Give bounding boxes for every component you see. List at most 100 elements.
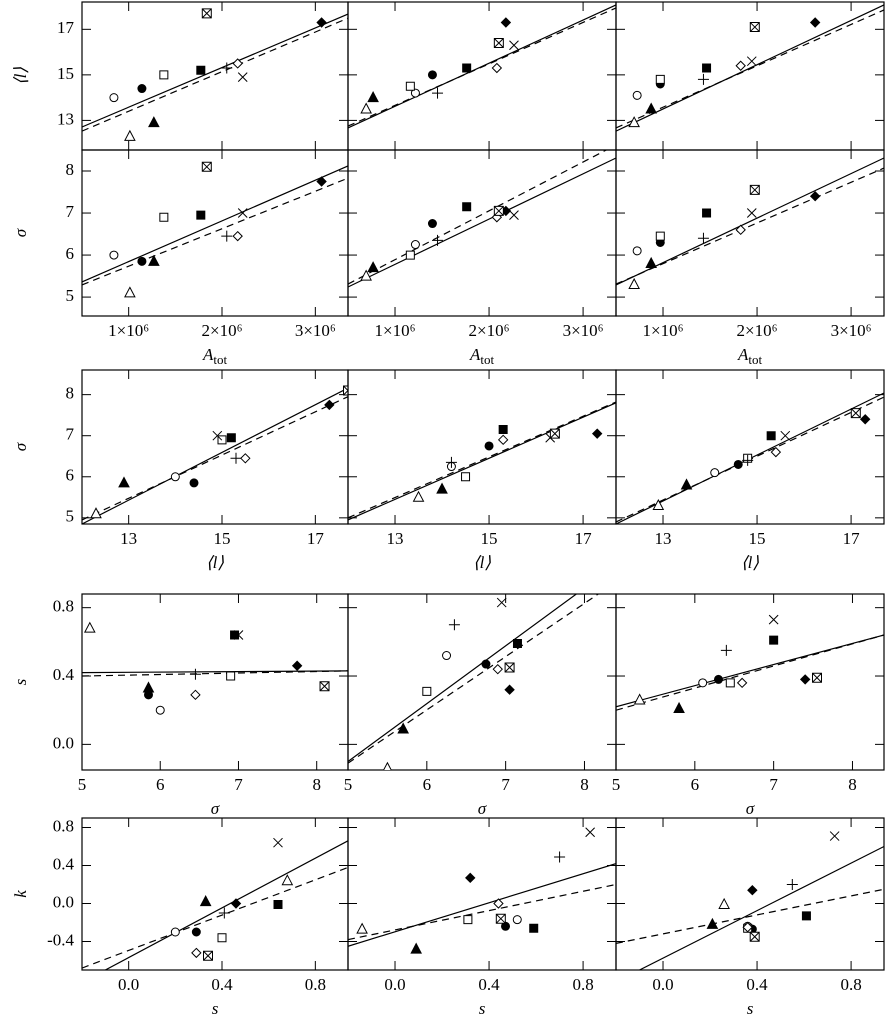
x-axis-label: s [212, 999, 219, 1018]
x-tick-label: 1×10⁶ [108, 321, 149, 340]
y-axis-label: k [11, 890, 30, 898]
fit-line [616, 634, 884, 708]
marker [462, 63, 472, 73]
marker [432, 234, 444, 246]
axes-frame [347, 369, 617, 525]
panel: 0.0 0.4 0.8 -0.4 0.0 0.4 0.8 k s [11, 816, 349, 1018]
marker [448, 619, 460, 631]
fit-line [348, 157, 616, 288]
marker [749, 184, 760, 195]
panel: 13 15 17 ⟨l⟩ [347, 369, 617, 572]
marker [809, 191, 821, 202]
x-axis-label: Atot [469, 345, 495, 367]
y-tick-label: 6 [66, 244, 75, 263]
fit-line [348, 883, 616, 941]
marker [780, 430, 791, 441]
marker [221, 62, 233, 74]
marker [240, 453, 251, 464]
fit-line [348, 402, 616, 521]
x-tick-label: 15 [481, 529, 498, 548]
y-tick-label: 13 [57, 109, 74, 128]
plot-area [82, 837, 348, 970]
marker [124, 286, 136, 298]
x-axis-label-main: A [202, 345, 214, 364]
marker [652, 498, 665, 511]
marker [493, 205, 504, 216]
marker [397, 722, 410, 734]
marker [859, 414, 871, 425]
marker [632, 246, 642, 256]
marker [718, 897, 730, 909]
x-tick-label: 1×10⁶ [375, 321, 416, 340]
marker [218, 907, 230, 919]
marker [383, 761, 392, 770]
marker [713, 674, 723, 684]
marker [427, 70, 437, 80]
marker [189, 668, 201, 680]
marker [324, 399, 335, 411]
fit-line [348, 401, 616, 519]
marker [749, 931, 760, 942]
marker [412, 490, 425, 502]
x-tick-label: 0.0 [118, 975, 139, 994]
marker [226, 433, 236, 443]
marker [226, 671, 236, 681]
panel: 0.0 0.4 0.8 s [347, 817, 617, 1018]
marker [697, 232, 709, 244]
marker [497, 434, 509, 446]
marker [191, 947, 202, 959]
marker [628, 116, 640, 128]
x-axis-label: ⟨l⟩ [206, 553, 224, 572]
panel: 1×10⁶ 2×10⁶ 3×10⁶ Atot [615, 149, 885, 367]
axes-frame [615, 817, 885, 971]
marker [504, 662, 515, 673]
marker [493, 37, 504, 48]
marker [233, 630, 244, 640]
fit-line [82, 165, 348, 283]
y-tick-label: 0.4 [53, 854, 75, 873]
marker [710, 468, 720, 478]
x-axis-label: Atot [202, 345, 228, 367]
marker [462, 202, 472, 212]
marker [203, 950, 213, 961]
plot-area [616, 831, 884, 970]
x-tick-label: 2×10⁶ [469, 321, 510, 340]
marker [212, 430, 223, 441]
marker [360, 102, 372, 114]
marker [735, 60, 746, 71]
marker [189, 478, 199, 488]
fit-line [82, 670, 348, 677]
panel [347, 1, 617, 151]
axes-frame [81, 149, 349, 317]
x-tick-label: 1×10⁶ [643, 321, 684, 340]
marker [706, 917, 719, 929]
marker [405, 81, 415, 91]
marker [768, 614, 779, 625]
marker [733, 459, 743, 469]
marker [319, 681, 330, 692]
fit-line [616, 634, 884, 711]
panel: 5 6 7 8 σ [344, 593, 617, 818]
marker [742, 454, 754, 466]
marker [343, 385, 348, 396]
marker [230, 452, 242, 464]
marker [170, 927, 180, 937]
marker [201, 161, 212, 172]
panel: 13 15 17 ⟨l⟩ [11, 1, 349, 151]
marker [432, 87, 444, 99]
marker [83, 621, 96, 633]
x-tick-label: 0.0 [652, 975, 673, 994]
x-tick-label: 6 [423, 775, 432, 794]
axes-frame [347, 593, 617, 771]
plot-area [616, 614, 884, 713]
x-axis-label: σ [211, 799, 220, 818]
marker [500, 17, 512, 28]
y-tick-label: 0.0 [53, 733, 74, 752]
y-tick-label: 7 [66, 425, 75, 444]
marker [697, 73, 709, 85]
fit-line [82, 177, 348, 286]
marker [237, 72, 248, 82]
y-axis-label: ⟨l⟩ [11, 67, 30, 85]
x-axis-label-main: A [737, 345, 749, 364]
